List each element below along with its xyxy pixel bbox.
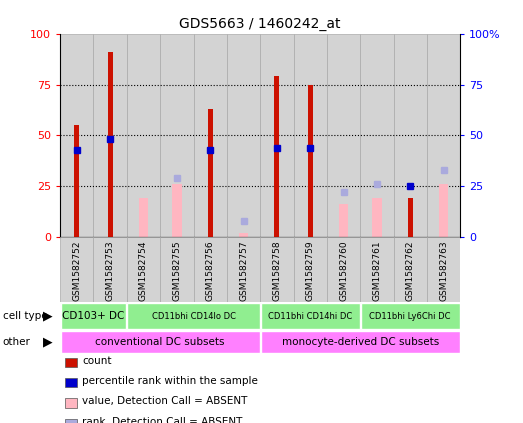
Bar [275, 77, 279, 237]
Bar [227, 34, 260, 237]
Bar [361, 303, 460, 329]
Text: cell type: cell type [3, 311, 47, 321]
Bar [108, 52, 112, 237]
Text: rank, Detection Call = ABSENT: rank, Detection Call = ABSENT [82, 417, 243, 423]
Bar [94, 34, 127, 237]
Bar [60, 34, 94, 237]
Bar [139, 198, 148, 237]
Bar [172, 184, 181, 237]
Bar [227, 237, 260, 302]
Text: GSM1582754: GSM1582754 [139, 240, 148, 301]
Bar [327, 237, 360, 302]
Bar [208, 109, 213, 237]
Bar [160, 237, 194, 302]
Bar [427, 34, 460, 237]
Bar [261, 303, 359, 329]
Title: GDS5663 / 1460242_at: GDS5663 / 1460242_at [179, 17, 341, 31]
Bar [194, 34, 227, 237]
Bar [194, 237, 227, 302]
Text: GSM1582756: GSM1582756 [206, 240, 214, 301]
Text: percentile rank within the sample: percentile rank within the sample [82, 376, 258, 386]
Text: conventional DC subsets: conventional DC subsets [95, 337, 225, 346]
Bar [127, 34, 160, 237]
Text: monocyte-derived DC subsets: monocyte-derived DC subsets [281, 337, 439, 346]
Bar [394, 34, 427, 237]
Text: CD11bhi CD14hi DC: CD11bhi CD14hi DC [268, 312, 353, 321]
Text: GSM1582752: GSM1582752 [72, 240, 81, 301]
Bar [372, 198, 382, 237]
Text: ▶: ▶ [43, 335, 53, 348]
Bar [60, 237, 94, 302]
Bar [360, 34, 393, 237]
Bar [160, 34, 194, 237]
Bar [260, 237, 293, 302]
Text: GSM1582762: GSM1582762 [406, 240, 415, 301]
Text: GSM1582757: GSM1582757 [239, 240, 248, 301]
Bar [128, 303, 259, 329]
Text: value, Detection Call = ABSENT: value, Detection Call = ABSENT [82, 396, 247, 407]
Bar [127, 237, 160, 302]
Bar [260, 34, 293, 237]
Bar [327, 34, 360, 237]
Text: GSM1582753: GSM1582753 [106, 240, 115, 301]
Bar [308, 85, 313, 237]
Bar [74, 125, 79, 237]
Bar [394, 237, 427, 302]
Text: GSM1582761: GSM1582761 [372, 240, 381, 301]
Text: count: count [82, 356, 111, 366]
Text: other: other [3, 337, 30, 346]
Bar [339, 204, 348, 237]
Text: GSM1582763: GSM1582763 [439, 240, 448, 301]
Bar [408, 198, 413, 237]
Bar [261, 331, 460, 352]
Bar [61, 303, 126, 329]
Text: GSM1582759: GSM1582759 [306, 240, 315, 301]
Text: CD11bhi CD14lo DC: CD11bhi CD14lo DC [152, 312, 235, 321]
Text: CD11bhi Ly6Chi DC: CD11bhi Ly6Chi DC [369, 312, 451, 321]
Bar [439, 184, 448, 237]
Text: ▶: ▶ [43, 310, 53, 323]
Bar [293, 34, 327, 237]
Text: CD103+ DC: CD103+ DC [62, 311, 124, 321]
Text: GSM1582755: GSM1582755 [173, 240, 181, 301]
Text: GSM1582760: GSM1582760 [339, 240, 348, 301]
Bar [61, 331, 259, 352]
Text: GSM1582758: GSM1582758 [272, 240, 281, 301]
Bar [360, 237, 393, 302]
Bar [427, 237, 460, 302]
Bar [239, 233, 248, 237]
Bar [94, 237, 127, 302]
Bar [293, 237, 327, 302]
